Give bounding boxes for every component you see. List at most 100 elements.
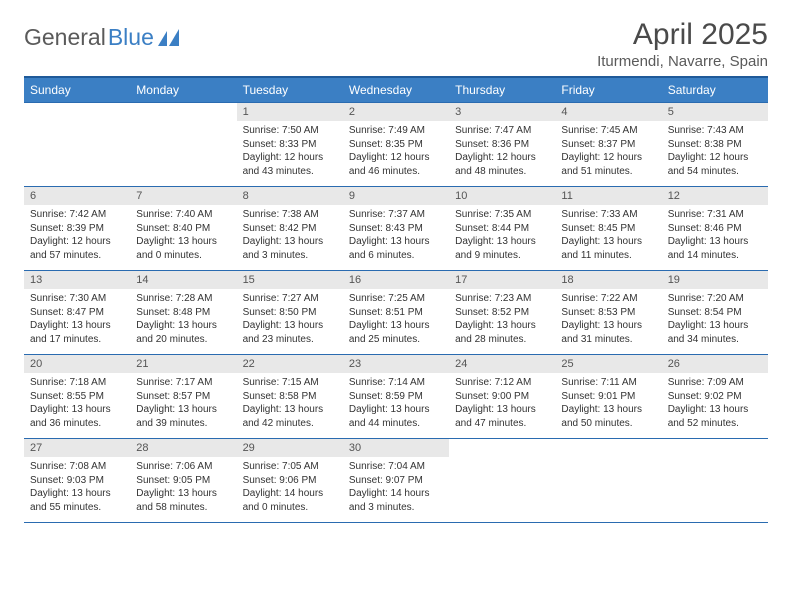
sunset-text: Sunset: 8:57 PM (136, 390, 230, 404)
calendar-day-cell: 2Sunrise: 7:49 AMSunset: 8:35 PMDaylight… (343, 103, 449, 187)
day-number: 26 (662, 355, 768, 373)
sunset-text: Sunset: 8:44 PM (455, 222, 549, 236)
day-number: 11 (555, 187, 661, 205)
sunrise-text: Sunrise: 7:35 AM (455, 208, 549, 222)
daylight-text: Daylight: 13 hours and 25 minutes. (349, 319, 443, 346)
sunrise-text: Sunrise: 7:15 AM (243, 376, 337, 390)
sunrise-text: Sunrise: 7:04 AM (349, 460, 443, 474)
sunset-text: Sunset: 8:58 PM (243, 390, 337, 404)
calendar-day-cell: 7Sunrise: 7:40 AMSunset: 8:40 PMDaylight… (130, 187, 236, 271)
sunset-text: Sunset: 8:51 PM (349, 306, 443, 320)
daylight-text: Daylight: 13 hours and 52 minutes. (668, 403, 762, 430)
daylight-text: Daylight: 13 hours and 6 minutes. (349, 235, 443, 262)
weekday-header: Sunday (24, 77, 130, 103)
day-details: Sunrise: 7:23 AMSunset: 8:52 PMDaylight:… (449, 289, 555, 350)
page-header: GeneralBlue April 2025 Iturmendi, Navarr… (24, 18, 768, 70)
calendar-week-row: 1Sunrise: 7:50 AMSunset: 8:33 PMDaylight… (24, 103, 768, 187)
sunrise-text: Sunrise: 7:12 AM (455, 376, 549, 390)
sunrise-text: Sunrise: 7:28 AM (136, 292, 230, 306)
daylight-text: Daylight: 13 hours and 14 minutes. (668, 235, 762, 262)
daylight-text: Daylight: 12 hours and 54 minutes. (668, 151, 762, 178)
daylight-text: Daylight: 12 hours and 57 minutes. (30, 235, 124, 262)
calendar-day-cell: 23Sunrise: 7:14 AMSunset: 8:59 PMDayligh… (343, 355, 449, 439)
sunrise-text: Sunrise: 7:42 AM (30, 208, 124, 222)
day-number: 28 (130, 439, 236, 457)
sunrise-text: Sunrise: 7:25 AM (349, 292, 443, 306)
sunset-text: Sunset: 8:55 PM (30, 390, 124, 404)
sunrise-text: Sunrise: 7:08 AM (30, 460, 124, 474)
sunrise-text: Sunrise: 7:17 AM (136, 376, 230, 390)
sunrise-text: Sunrise: 7:50 AM (243, 124, 337, 138)
day-number: 27 (24, 439, 130, 457)
daylight-text: Daylight: 13 hours and 23 minutes. (243, 319, 337, 346)
day-details: Sunrise: 7:25 AMSunset: 8:51 PMDaylight:… (343, 289, 449, 350)
sunset-text: Sunset: 8:33 PM (243, 138, 337, 152)
day-details: Sunrise: 7:11 AMSunset: 9:01 PMDaylight:… (555, 373, 661, 434)
day-number: 18 (555, 271, 661, 289)
sunset-text: Sunset: 9:01 PM (561, 390, 655, 404)
sunrise-text: Sunrise: 7:30 AM (30, 292, 124, 306)
sunset-text: Sunset: 9:06 PM (243, 474, 337, 488)
calendar-day-cell: 15Sunrise: 7:27 AMSunset: 8:50 PMDayligh… (237, 271, 343, 355)
calendar-day-cell: 18Sunrise: 7:22 AMSunset: 8:53 PMDayligh… (555, 271, 661, 355)
day-details: Sunrise: 7:40 AMSunset: 8:40 PMDaylight:… (130, 205, 236, 266)
day-details: Sunrise: 7:43 AMSunset: 8:38 PMDaylight:… (662, 121, 768, 182)
day-number: 3 (449, 103, 555, 121)
daylight-text: Daylight: 13 hours and 50 minutes. (561, 403, 655, 430)
calendar-day-cell (24, 103, 130, 187)
day-number: 9 (343, 187, 449, 205)
location-subtitle: Iturmendi, Navarre, Spain (597, 53, 768, 70)
day-number: 6 (24, 187, 130, 205)
sunrise-text: Sunrise: 7:49 AM (349, 124, 443, 138)
sunset-text: Sunset: 8:47 PM (30, 306, 124, 320)
day-details: Sunrise: 7:15 AMSunset: 8:58 PMDaylight:… (237, 373, 343, 434)
calendar-day-cell: 17Sunrise: 7:23 AMSunset: 8:52 PMDayligh… (449, 271, 555, 355)
day-details: Sunrise: 7:20 AMSunset: 8:54 PMDaylight:… (662, 289, 768, 350)
sunrise-text: Sunrise: 7:40 AM (136, 208, 230, 222)
daylight-text: Daylight: 13 hours and 44 minutes. (349, 403, 443, 430)
daylight-text: Daylight: 14 hours and 0 minutes. (243, 487, 337, 514)
day-number: 29 (237, 439, 343, 457)
weekday-header: Tuesday (237, 77, 343, 103)
sunset-text: Sunset: 9:05 PM (136, 474, 230, 488)
daylight-text: Daylight: 13 hours and 20 minutes. (136, 319, 230, 346)
day-number: 20 (24, 355, 130, 373)
sunset-text: Sunset: 9:00 PM (455, 390, 549, 404)
day-number: 15 (237, 271, 343, 289)
sunset-text: Sunset: 9:07 PM (349, 474, 443, 488)
sunset-text: Sunset: 8:39 PM (30, 222, 124, 236)
calendar-day-cell: 30Sunrise: 7:04 AMSunset: 9:07 PMDayligh… (343, 439, 449, 523)
sunset-text: Sunset: 8:45 PM (561, 222, 655, 236)
day-details: Sunrise: 7:18 AMSunset: 8:55 PMDaylight:… (24, 373, 130, 434)
day-details: Sunrise: 7:14 AMSunset: 8:59 PMDaylight:… (343, 373, 449, 434)
sunset-text: Sunset: 8:54 PM (668, 306, 762, 320)
daylight-text: Daylight: 12 hours and 48 minutes. (455, 151, 549, 178)
daylight-text: Daylight: 14 hours and 3 minutes. (349, 487, 443, 514)
daylight-text: Daylight: 13 hours and 58 minutes. (136, 487, 230, 514)
sunrise-text: Sunrise: 7:38 AM (243, 208, 337, 222)
weekday-header: Monday (130, 77, 236, 103)
day-number: 24 (449, 355, 555, 373)
day-number: 16 (343, 271, 449, 289)
daylight-text: Daylight: 13 hours and 55 minutes. (30, 487, 124, 514)
day-details: Sunrise: 7:49 AMSunset: 8:35 PMDaylight:… (343, 121, 449, 182)
day-details: Sunrise: 7:30 AMSunset: 8:47 PMDaylight:… (24, 289, 130, 350)
day-details: Sunrise: 7:45 AMSunset: 8:37 PMDaylight:… (555, 121, 661, 182)
calendar-day-cell: 19Sunrise: 7:20 AMSunset: 8:54 PMDayligh… (662, 271, 768, 355)
calendar-day-cell (130, 103, 236, 187)
sunset-text: Sunset: 9:03 PM (30, 474, 124, 488)
daylight-text: Daylight: 13 hours and 31 minutes. (561, 319, 655, 346)
sunrise-text: Sunrise: 7:14 AM (349, 376, 443, 390)
sunrise-text: Sunrise: 7:23 AM (455, 292, 549, 306)
day-number: 8 (237, 187, 343, 205)
day-number: 13 (24, 271, 130, 289)
weekday-header-row: Sunday Monday Tuesday Wednesday Thursday… (24, 77, 768, 103)
sunrise-text: Sunrise: 7:45 AM (561, 124, 655, 138)
daylight-text: Daylight: 13 hours and 17 minutes. (30, 319, 124, 346)
daylight-text: Daylight: 12 hours and 43 minutes. (243, 151, 337, 178)
day-details: Sunrise: 7:31 AMSunset: 8:46 PMDaylight:… (662, 205, 768, 266)
daylight-text: Daylight: 13 hours and 34 minutes. (668, 319, 762, 346)
calendar-day-cell (555, 439, 661, 523)
day-number: 5 (662, 103, 768, 121)
sunrise-text: Sunrise: 7:37 AM (349, 208, 443, 222)
